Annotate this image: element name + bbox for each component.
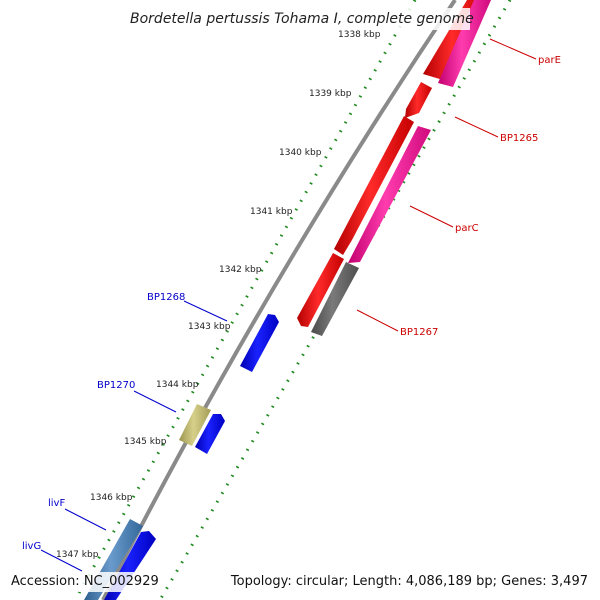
other-cds [84,314,279,600]
cds-arrow [179,404,211,446]
tick-label: 1345 kbp [124,437,167,447]
tick-label: 1341 kbp [250,207,293,217]
cds-arrow [348,126,431,263]
cds-arrow [240,314,279,372]
tick-label: 1338 kbp [338,30,381,40]
genome-summary: Topology: circular; Length: 4,086,189 bp… [227,572,591,592]
label-leader [64,508,107,531]
tick-label: 1346 kbp [90,493,133,503]
label-leader [454,116,499,138]
gene-label-BP1268: BP1268 [147,292,185,303]
cds-arrow [438,0,491,87]
tick-label: 1344 kbp [156,380,199,390]
cds-arrow [405,82,432,118]
accession-label: Accession: NC_002929 [8,572,162,592]
label-leader [133,390,177,413]
label-leader [489,38,537,60]
cds-arrow [334,116,414,255]
tick-label: 1347 kbp [56,550,99,560]
label-leader [183,300,228,322]
gene-label-parE: parE [538,55,561,66]
label-leader [40,549,83,572]
tick-label: 1339 kbp [309,89,352,99]
blue-gene-labels: BP1268 BP1270 livF livG [22,292,228,572]
cds-arrow [195,414,225,454]
backbone-ring [101,0,457,600]
gene-label-livG: livG [22,541,41,552]
tick-label: 1340 kbp [279,148,322,158]
gene-label-livF: livF [48,498,65,509]
label-leader [356,309,399,332]
gene-label-BP1265: BP1265 [500,133,538,144]
red-gene-labels: parE BP1265 parC BP1267 [356,38,561,338]
cds-arrow [311,262,359,336]
label-leader [409,205,454,228]
tick-label: 1343 kbp [188,322,231,332]
tick-labels: 1338 kbp 1339 kbp 1340 kbp 1341 kbp 1342… [56,30,381,560]
gene-label-BP1267: BP1267 [400,327,438,338]
tick-label: 1342 kbp [219,265,262,275]
map-title: Bordetella pertussis Tohama I, complete … [130,8,474,30]
inner-tick-dots [73,0,417,600]
gene-label-BP1270: BP1270 [97,380,135,391]
gene-label-parC: parC [455,223,479,234]
cds-arrow [297,253,344,327]
reverse-strand-cds [311,0,491,336]
